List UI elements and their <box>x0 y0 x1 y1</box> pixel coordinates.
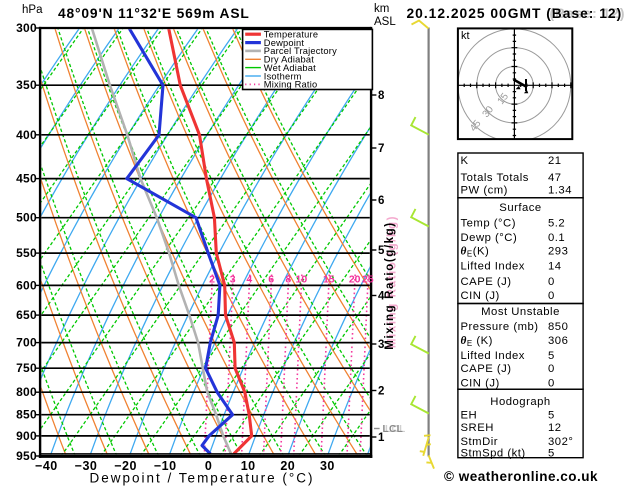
svg-text:Surface: Surface <box>499 202 541 214</box>
svg-text:293: 293 <box>548 245 568 257</box>
svg-text:7: 7 <box>378 143 384 155</box>
svg-text:2: 2 <box>209 274 215 286</box>
svg-text:750: 750 <box>16 361 37 375</box>
svg-text:Mixing Ratio: Mixing Ratio <box>264 80 318 90</box>
svg-text:0: 0 <box>548 290 555 302</box>
svg-text:Dewp (°C): Dewp (°C) <box>461 232 518 244</box>
svg-text:(Base: 12): (Base: 12) <box>550 6 626 21</box>
svg-text:5: 5 <box>548 448 555 460</box>
svg-text:1: 1 <box>378 432 385 444</box>
svg-text:Temp (°C): Temp (°C) <box>461 217 516 229</box>
svg-text:47: 47 <box>548 172 562 184</box>
svg-text:350: 350 <box>16 78 37 92</box>
svg-text:3: 3 <box>230 274 236 286</box>
svg-text:700: 700 <box>16 336 37 350</box>
svg-text:8: 8 <box>378 90 385 102</box>
svg-text:0: 0 <box>548 378 555 390</box>
svg-text:21: 21 <box>548 155 562 167</box>
svg-text:0.1: 0.1 <box>548 232 565 244</box>
svg-text:Lifted Index: Lifted Index <box>461 261 525 273</box>
svg-text:48°09'N 11°32'E 569m ASL: 48°09'N 11°32'E 569m ASL <box>58 6 250 21</box>
svg-text:Dewpoint / Temperature (°C): Dewpoint / Temperature (°C) <box>90 471 315 486</box>
svg-text:EH: EH <box>461 409 478 421</box>
svg-text:θE(K): θE(K) <box>461 245 490 258</box>
svg-text:6: 6 <box>268 274 274 286</box>
svg-text:Hodograph: Hodograph <box>490 396 550 408</box>
svg-text:Most Unstable: Most Unstable <box>481 306 560 318</box>
svg-text:Wet Adiabat: Wet Adiabat <box>264 63 316 73</box>
svg-text:Mixing Ratio (g/kg): Mixing Ratio (g/kg) <box>387 215 399 348</box>
svg-text:−10: −10 <box>154 459 177 473</box>
svg-text:5: 5 <box>378 245 385 257</box>
svg-text:20: 20 <box>280 459 295 473</box>
svg-text:© weatheronline.co.uk: © weatheronline.co.uk <box>444 469 598 484</box>
svg-text:850: 850 <box>548 321 568 333</box>
svg-text:θE (K): θE (K) <box>461 335 493 348</box>
svg-text:20.12.2025 00GMT (Base: 12): 20.12.2025 00GMT (Base: 12) <box>407 6 623 21</box>
svg-text:5: 5 <box>548 350 555 362</box>
svg-text:30: 30 <box>320 459 335 473</box>
svg-text:StmDir: StmDir <box>461 436 499 448</box>
svg-text:8: 8 <box>285 274 291 286</box>
svg-text:20: 20 <box>349 274 361 286</box>
svg-text:Parcel Trajectory: Parcel Trajectory <box>264 46 337 56</box>
svg-text:0: 0 <box>205 459 212 473</box>
svg-text:5.2: 5.2 <box>548 217 565 229</box>
svg-text:Dewpoint: Dewpoint <box>264 38 305 48</box>
svg-text:CIN (J): CIN (J) <box>461 290 500 302</box>
svg-text:650: 650 <box>16 308 37 322</box>
svg-text:25: 25 <box>362 274 374 286</box>
svg-text:4: 4 <box>378 291 385 303</box>
svg-text:−30: −30 <box>75 459 98 473</box>
svg-text:1.34: 1.34 <box>548 184 572 196</box>
svg-text:3: 3 <box>378 339 384 351</box>
svg-text:302°: 302° <box>548 436 573 448</box>
svg-text:306: 306 <box>548 335 568 347</box>
svg-text:PW (cm): PW (cm) <box>461 184 508 196</box>
svg-text:kt: kt <box>461 30 470 42</box>
svg-text:12: 12 <box>548 422 562 434</box>
svg-text:2: 2 <box>378 386 384 398</box>
svg-text:300: 300 <box>16 21 37 35</box>
svg-text:LCL: LCL <box>383 424 404 435</box>
svg-text:Isotherm: Isotherm <box>264 71 302 81</box>
svg-text:Pressure (mb): Pressure (mb) <box>461 321 539 333</box>
svg-text:Totals Totals: Totals Totals <box>461 172 529 184</box>
svg-text:400: 400 <box>16 128 37 142</box>
svg-text:Lifted Index: Lifted Index <box>461 350 525 362</box>
svg-text:km: km <box>374 3 389 15</box>
svg-text:−40: −40 <box>35 459 58 473</box>
svg-text:−20: −20 <box>114 459 137 473</box>
svg-text:StmSpd (kt): StmSpd (kt) <box>461 448 526 460</box>
svg-text:5: 5 <box>548 409 555 421</box>
svg-text:550: 550 <box>16 246 37 260</box>
svg-text:Dry Adiabat: Dry Adiabat <box>264 55 314 65</box>
svg-text:ASL: ASL <box>374 16 396 28</box>
svg-text:14: 14 <box>548 261 562 273</box>
svg-text:CAPE (J): CAPE (J) <box>461 363 512 375</box>
svg-text:LCL: LCL <box>385 424 406 435</box>
svg-text:4: 4 <box>246 274 252 286</box>
svg-text:800: 800 <box>16 385 37 399</box>
svg-text:15: 15 <box>323 274 335 286</box>
svg-text:600: 600 <box>16 278 37 292</box>
svg-text:hPa: hPa <box>22 4 43 16</box>
svg-text:0: 0 <box>548 276 555 288</box>
svg-text:Mixing Ratio(g/kg): Mixing Ratio(g/kg) <box>384 221 396 349</box>
svg-text:CIN (J): CIN (J) <box>461 378 500 390</box>
svg-text:SREH: SREH <box>461 422 494 434</box>
svg-text:450: 450 <box>16 172 37 186</box>
svg-text:500: 500 <box>16 211 37 225</box>
svg-text:10: 10 <box>241 459 256 473</box>
svg-text:0: 0 <box>548 363 555 375</box>
svg-text:850: 850 <box>16 408 37 422</box>
svg-text:6: 6 <box>378 195 384 207</box>
svg-text:900: 900 <box>16 429 37 443</box>
svg-text:Temperature: Temperature <box>264 30 318 40</box>
svg-text:K: K <box>461 155 469 167</box>
svg-text:CAPE (J): CAPE (J) <box>461 276 512 288</box>
svg-text:950: 950 <box>16 449 37 463</box>
svg-text:10: 10 <box>296 274 308 286</box>
